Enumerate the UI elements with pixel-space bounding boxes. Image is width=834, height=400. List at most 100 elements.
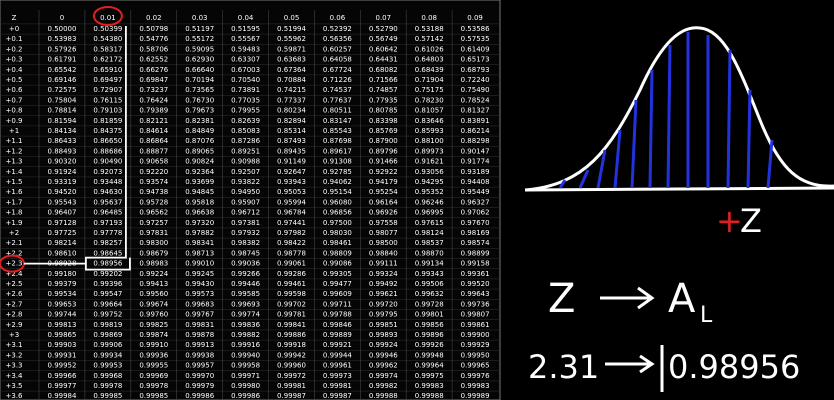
table-cell: 0.92507 [231, 168, 260, 176]
table-cell: 0.94179 [369, 178, 398, 186]
table-cell: 0.99985 [93, 392, 122, 400]
row-header: +3.5 [6, 382, 23, 390]
table-cell: 0.98537 [415, 239, 444, 247]
table-cell: 0.99916 [231, 341, 260, 349]
plus-sign: + [716, 202, 743, 240]
table-cell: 0.89251 [231, 147, 260, 155]
table-cell: 0.96246 [415, 198, 444, 206]
table-cell: 0.87286 [231, 137, 260, 145]
table-cell: 0.57535 [461, 35, 490, 43]
table-cell: 0.76424 [139, 96, 168, 104]
table-cell: 0.69497 [93, 76, 122, 84]
table-cell: 0.99760 [139, 311, 168, 319]
table-cell: 0.62552 [139, 56, 168, 64]
row-header: +0.2 [6, 45, 23, 53]
table-cell: 0.98030 [323, 229, 352, 237]
table-cell: 0.94630 [93, 188, 122, 196]
table-cell: 0.99989 [461, 392, 490, 400]
table-cell: 0.66640 [185, 66, 214, 74]
table-cell: 0.99889 [323, 331, 352, 339]
formula-right: A [668, 276, 696, 322]
table-cell: 0.99598 [277, 290, 306, 298]
table-cell: 0.99224 [139, 270, 168, 278]
table-cell: 0.99978 [93, 382, 122, 390]
table-cell: 0.96485 [93, 209, 122, 217]
table-cell: 0.50399 [93, 25, 122, 33]
column-header: 0.06 [330, 14, 346, 22]
table-cell: 0.94738 [139, 188, 168, 196]
table-cell: 0.96712 [231, 209, 260, 217]
table-cell: 0.97932 [231, 229, 260, 237]
table-cell: 0.98899 [461, 249, 490, 257]
table-cell: 0.99202 [93, 270, 122, 278]
table-cell: 0.86650 [93, 137, 122, 145]
table-cell: 0.97982 [277, 229, 306, 237]
table-cell: 0.52392 [323, 25, 352, 33]
table-cell: 0.99965 [461, 362, 490, 370]
table-cell: 0.96856 [323, 209, 352, 217]
table-cell: 0.72907 [93, 86, 122, 94]
table-cell: 0.99683 [185, 300, 214, 308]
z-label: Z [740, 202, 762, 240]
table-cell: 0.99948 [415, 351, 444, 359]
table-cell: 0.99361 [461, 270, 490, 278]
table-cell: 0.90988 [231, 158, 260, 166]
example-z: 2.31 [528, 348, 599, 386]
table-cell: 0.87493 [277, 137, 306, 145]
row-header: +2 [9, 229, 19, 237]
row-header: +0.1 [6, 35, 23, 43]
table-cell: 0.79955 [231, 107, 260, 115]
table-cell: 0.57142 [415, 35, 444, 43]
table-cell: 0.82639 [231, 117, 260, 125]
table-cell: 0.98983 [139, 260, 168, 268]
table-cell: 0.67724 [323, 66, 352, 74]
table-cell: 0.99969 [139, 372, 168, 380]
table-cell: 0.88100 [415, 137, 444, 145]
table-cell: 0.97882 [185, 229, 214, 237]
table-cell: 0.99929 [461, 341, 490, 349]
table-cell: 0.90824 [185, 158, 214, 166]
table-cell: 0.99774 [231, 311, 260, 319]
table-cell: 0.69847 [139, 76, 168, 84]
table-cell: 0.99962 [369, 362, 398, 370]
arrow [600, 286, 655, 310]
table-cell: 0.64058 [323, 56, 352, 64]
table-cell: 0.99245 [185, 270, 214, 278]
table-cell: 0.99882 [231, 331, 260, 339]
table-cell: 0.99396 [93, 280, 122, 288]
table-cell: 0.99924 [369, 341, 398, 349]
table-cell: 0.99955 [139, 362, 168, 370]
table-cell: 0.99841 [277, 321, 306, 329]
table-cell: 0.99960 [277, 362, 306, 370]
table-cell: 0.99981 [277, 382, 306, 390]
table-cell: 0.98713 [185, 249, 214, 257]
table-cell: 0.87698 [323, 137, 352, 145]
table-cell: 0.96327 [461, 198, 490, 206]
table-cell: 0.99492 [369, 280, 398, 288]
table-cell: 0.84614 [139, 127, 168, 135]
row-header: +1 [9, 127, 19, 135]
table-cell: 0.99984 [48, 392, 77, 400]
table-cell: 0.98778 [277, 249, 306, 257]
table-cell: 0.99086 [323, 260, 352, 268]
table-cell: 0.99711 [323, 300, 352, 308]
table-cell: 0.98745 [231, 249, 260, 257]
table-cell: 0.93056 [415, 168, 444, 176]
table-cell: 0.99324 [369, 270, 398, 278]
table-cell: 0.99926 [415, 341, 444, 349]
table-cell: 0.99874 [139, 331, 168, 339]
table-cell: 0.99946 [369, 351, 398, 359]
table-cell: 0.99430 [185, 280, 214, 288]
table-cell: 0.60642 [369, 45, 398, 53]
table-cell: 0.51994 [277, 25, 306, 33]
table-cell: 0.99111 [369, 260, 398, 268]
table-cell: 0.53983 [48, 35, 77, 43]
table-cell: 0.70194 [185, 76, 214, 84]
table-cell: 0.58317 [93, 45, 122, 53]
table-cell: 0.99900 [461, 331, 490, 339]
table-cell: 0.99831 [185, 321, 214, 329]
row-header: +3.1 [6, 341, 23, 349]
table-cell: 0.98300 [139, 239, 168, 247]
table-cell: 0.99286 [277, 270, 306, 278]
table-cell: 0.56356 [323, 35, 352, 43]
